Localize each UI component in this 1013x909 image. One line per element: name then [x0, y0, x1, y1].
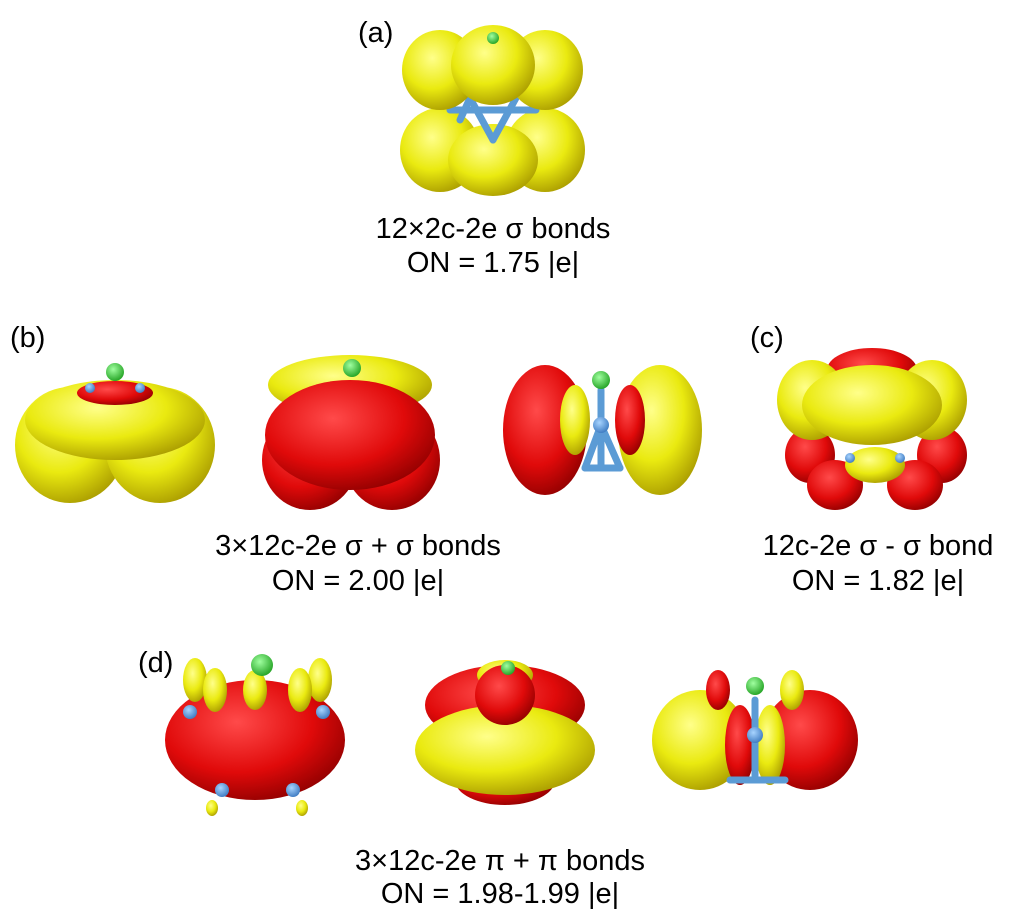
molecule-c [777, 348, 967, 510]
panel-label: (a) [358, 17, 393, 49]
molecule-d1 [165, 654, 345, 816]
caption: ON = 2.00 |e| [272, 565, 444, 597]
caption: 3×12c-2e π + π bonds [355, 845, 645, 877]
caption: ON = 1.82 |e| [792, 565, 964, 597]
panel-label: (c) [750, 322, 784, 354]
panel-label: (b) [10, 322, 45, 354]
molecule-b3 [503, 365, 702, 495]
caption: 12c-2e σ - σ bond [763, 530, 994, 562]
caption: 3×12c-2e σ + σ bonds [215, 530, 501, 562]
caption: ON = 1.98-1.99 |e| [381, 878, 619, 909]
molecule-b1 [15, 363, 215, 503]
panel-label: (d) [138, 647, 173, 679]
molecule-a [400, 25, 585, 196]
caption: 12×2c-2e σ bonds [376, 213, 611, 245]
molecule-d2 [415, 660, 595, 805]
molecule-d3 [652, 670, 858, 790]
caption: ON = 1.75 |e| [407, 247, 579, 279]
figure: (a) 12×2c-2e σ bonds ON = 1.75 |e| (b) 3… [0, 0, 1013, 909]
molecule-b2 [262, 355, 440, 510]
